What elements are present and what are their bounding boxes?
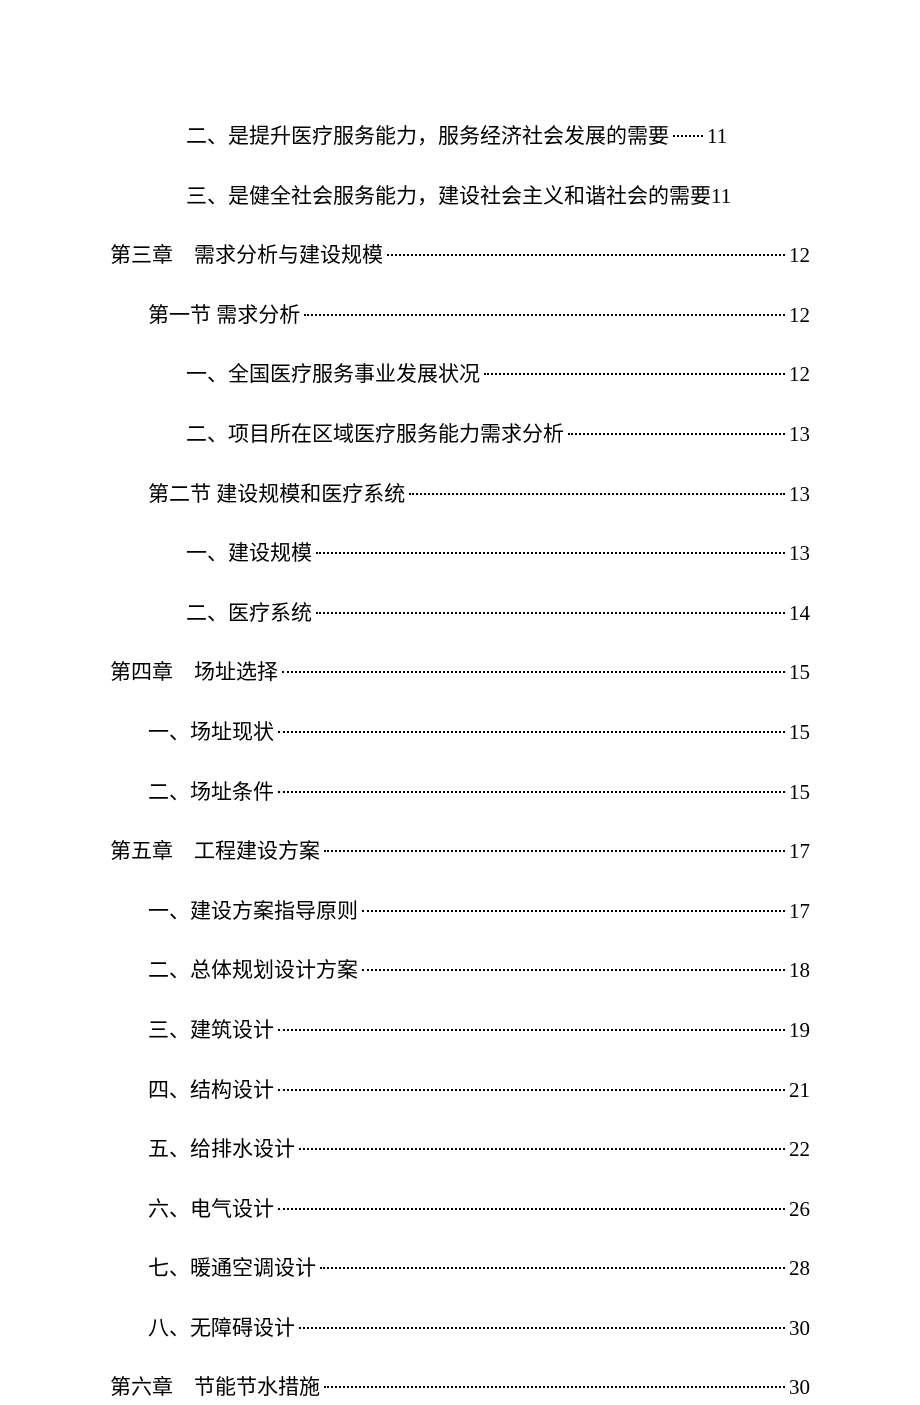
toc-entry-text: 五、给排水设计 [148,1133,295,1167]
toc-entry-text: 一、全国医疗服务事业发展状况 [186,358,480,392]
toc-entry: 四、结构设计 21 [110,1074,810,1108]
toc-leader-dots [673,135,703,137]
toc-entry: 第一节 需求分析 12 [110,299,810,333]
toc-entry: 第二节 建设规模和医疗系统 13 [110,478,810,512]
table-of-contents: 二、是提升医疗服务能力，服务经济社会发展的需要11三、是健全社会服务能力，建设社… [110,120,810,1405]
toc-entry-text: 一、建设规模 [186,537,312,571]
toc-entry-page: 15 [789,716,810,750]
toc-leader-dots [282,671,785,673]
toc-entry-page: 13 [789,418,810,452]
toc-entry-text: 第五章 工程建设方案 [110,835,320,869]
toc-entry: 第四章 场址选择 15 [110,656,810,690]
toc-leader-dots [316,612,785,614]
toc-entry: 三、是健全社会服务能力，建设社会主义和谐社会的需要11 [110,180,810,214]
toc-entry-text: 第六章 节能节水措施 [110,1371,320,1405]
toc-entry-text: 第四章 场址选择 [110,656,278,690]
toc-entry-page: 26 [789,1193,810,1227]
toc-entry: 二、医疗系统 14 [110,597,810,631]
toc-leader-dots [304,314,785,316]
toc-entry-text: 一、建设方案指导原则 [148,895,358,929]
toc-entry-text: 二、是提升医疗服务能力，服务经济社会发展的需要 [186,120,669,154]
toc-entry-text: 八、无障碍设计 [148,1312,295,1346]
toc-leader-dots [299,1327,785,1329]
toc-leader-dots [320,1267,785,1269]
toc-leader-dots [278,731,785,733]
toc-leader-dots [484,373,785,375]
toc-entry-text: 二、场址条件 [148,776,274,810]
toc-entry: 第五章 工程建设方案 17 [110,835,810,869]
toc-entry-page: 28 [789,1252,810,1286]
toc-entry-page: 22 [789,1133,810,1167]
toc-entry-text: 二、总体规划设计方案 [148,954,358,988]
toc-leader-dots [324,850,785,852]
toc-entry: 六、电气设计 26 [110,1193,810,1227]
toc-entry-text: 二、医疗系统 [186,597,312,631]
toc-entry-page: 17 [789,895,810,929]
toc-leader-dots [362,969,785,971]
toc-entry: 第六章 节能节水措施 30 [110,1371,810,1405]
toc-entry-page: 30 [789,1312,810,1346]
toc-entry-page: 14 [789,597,810,631]
toc-leader-dots [278,1029,785,1031]
toc-entry-page: 11 [707,120,727,154]
toc-entry: 二、是提升医疗服务能力，服务经济社会发展的需要 11 [110,120,810,154]
toc-entry-text: 三、建筑设计 [148,1014,274,1048]
toc-entry: 二、场址条件 15 [110,776,810,810]
toc-entry-text: 第二节 建设规模和医疗系统 [148,478,405,512]
toc-entry-text: 第一节 需求分析 [148,299,300,333]
toc-entry: 二、总体规划设计方案 18 [110,954,810,988]
toc-leader-dots [278,1089,785,1091]
toc-leader-dots [278,791,785,793]
toc-entry-page: 13 [789,537,810,571]
toc-entry-text: 四、结构设计 [148,1074,274,1108]
toc-entry-page: 12 [789,299,810,333]
toc-entry: 七、暖通空调设计 28 [110,1252,810,1286]
toc-entry-page: 12 [789,239,810,273]
toc-entry-page: 18 [789,954,810,988]
toc-entry-text: 六、电气设计 [148,1193,274,1227]
toc-entry-text: 三、是健全社会服务能力，建设社会主义和谐社会的需要 [186,180,711,214]
toc-entry: 第三章 需求分析与建设规模 12 [110,239,810,273]
toc-entry: 一、全国医疗服务事业发展状况 12 [110,358,810,392]
toc-entry: 八、无障碍设计 30 [110,1312,810,1346]
toc-leader-dots [387,254,785,256]
toc-leader-dots [324,1386,785,1388]
toc-entry-text: 七、暖通空调设计 [148,1252,316,1286]
toc-entry: 一、场址现状 15 [110,716,810,750]
toc-entry-page: 13 [789,478,810,512]
toc-entry-text: 二、项目所在区域医疗服务能力需求分析 [186,418,564,452]
toc-entry-page: 11 [711,180,731,214]
toc-entry-text: 第三章 需求分析与建设规模 [110,239,383,273]
toc-entry-page: 30 [789,1371,810,1405]
toc-entry: 一、建设规模 13 [110,537,810,571]
toc-leader-dots [568,433,785,435]
toc-leader-dots [278,1208,785,1210]
toc-entry: 二、项目所在区域医疗服务能力需求分析 13 [110,418,810,452]
toc-leader-dots [316,552,785,554]
toc-entry-page: 19 [789,1014,810,1048]
toc-entry: 三、建筑设计 19 [110,1014,810,1048]
toc-entry: 五、给排水设计 22 [110,1133,810,1167]
toc-leader-dots [299,1148,785,1150]
toc-entry-page: 17 [789,835,810,869]
toc-leader-dots [362,910,785,912]
toc-entry-page: 12 [789,358,810,392]
toc-entry-text: 一、场址现状 [148,716,274,750]
toc-entry-page: 15 [789,656,810,690]
toc-entry-page: 21 [789,1074,810,1108]
toc-entry-page: 15 [789,776,810,810]
toc-leader-dots [409,493,785,495]
toc-entry: 一、建设方案指导原则 17 [110,895,810,929]
